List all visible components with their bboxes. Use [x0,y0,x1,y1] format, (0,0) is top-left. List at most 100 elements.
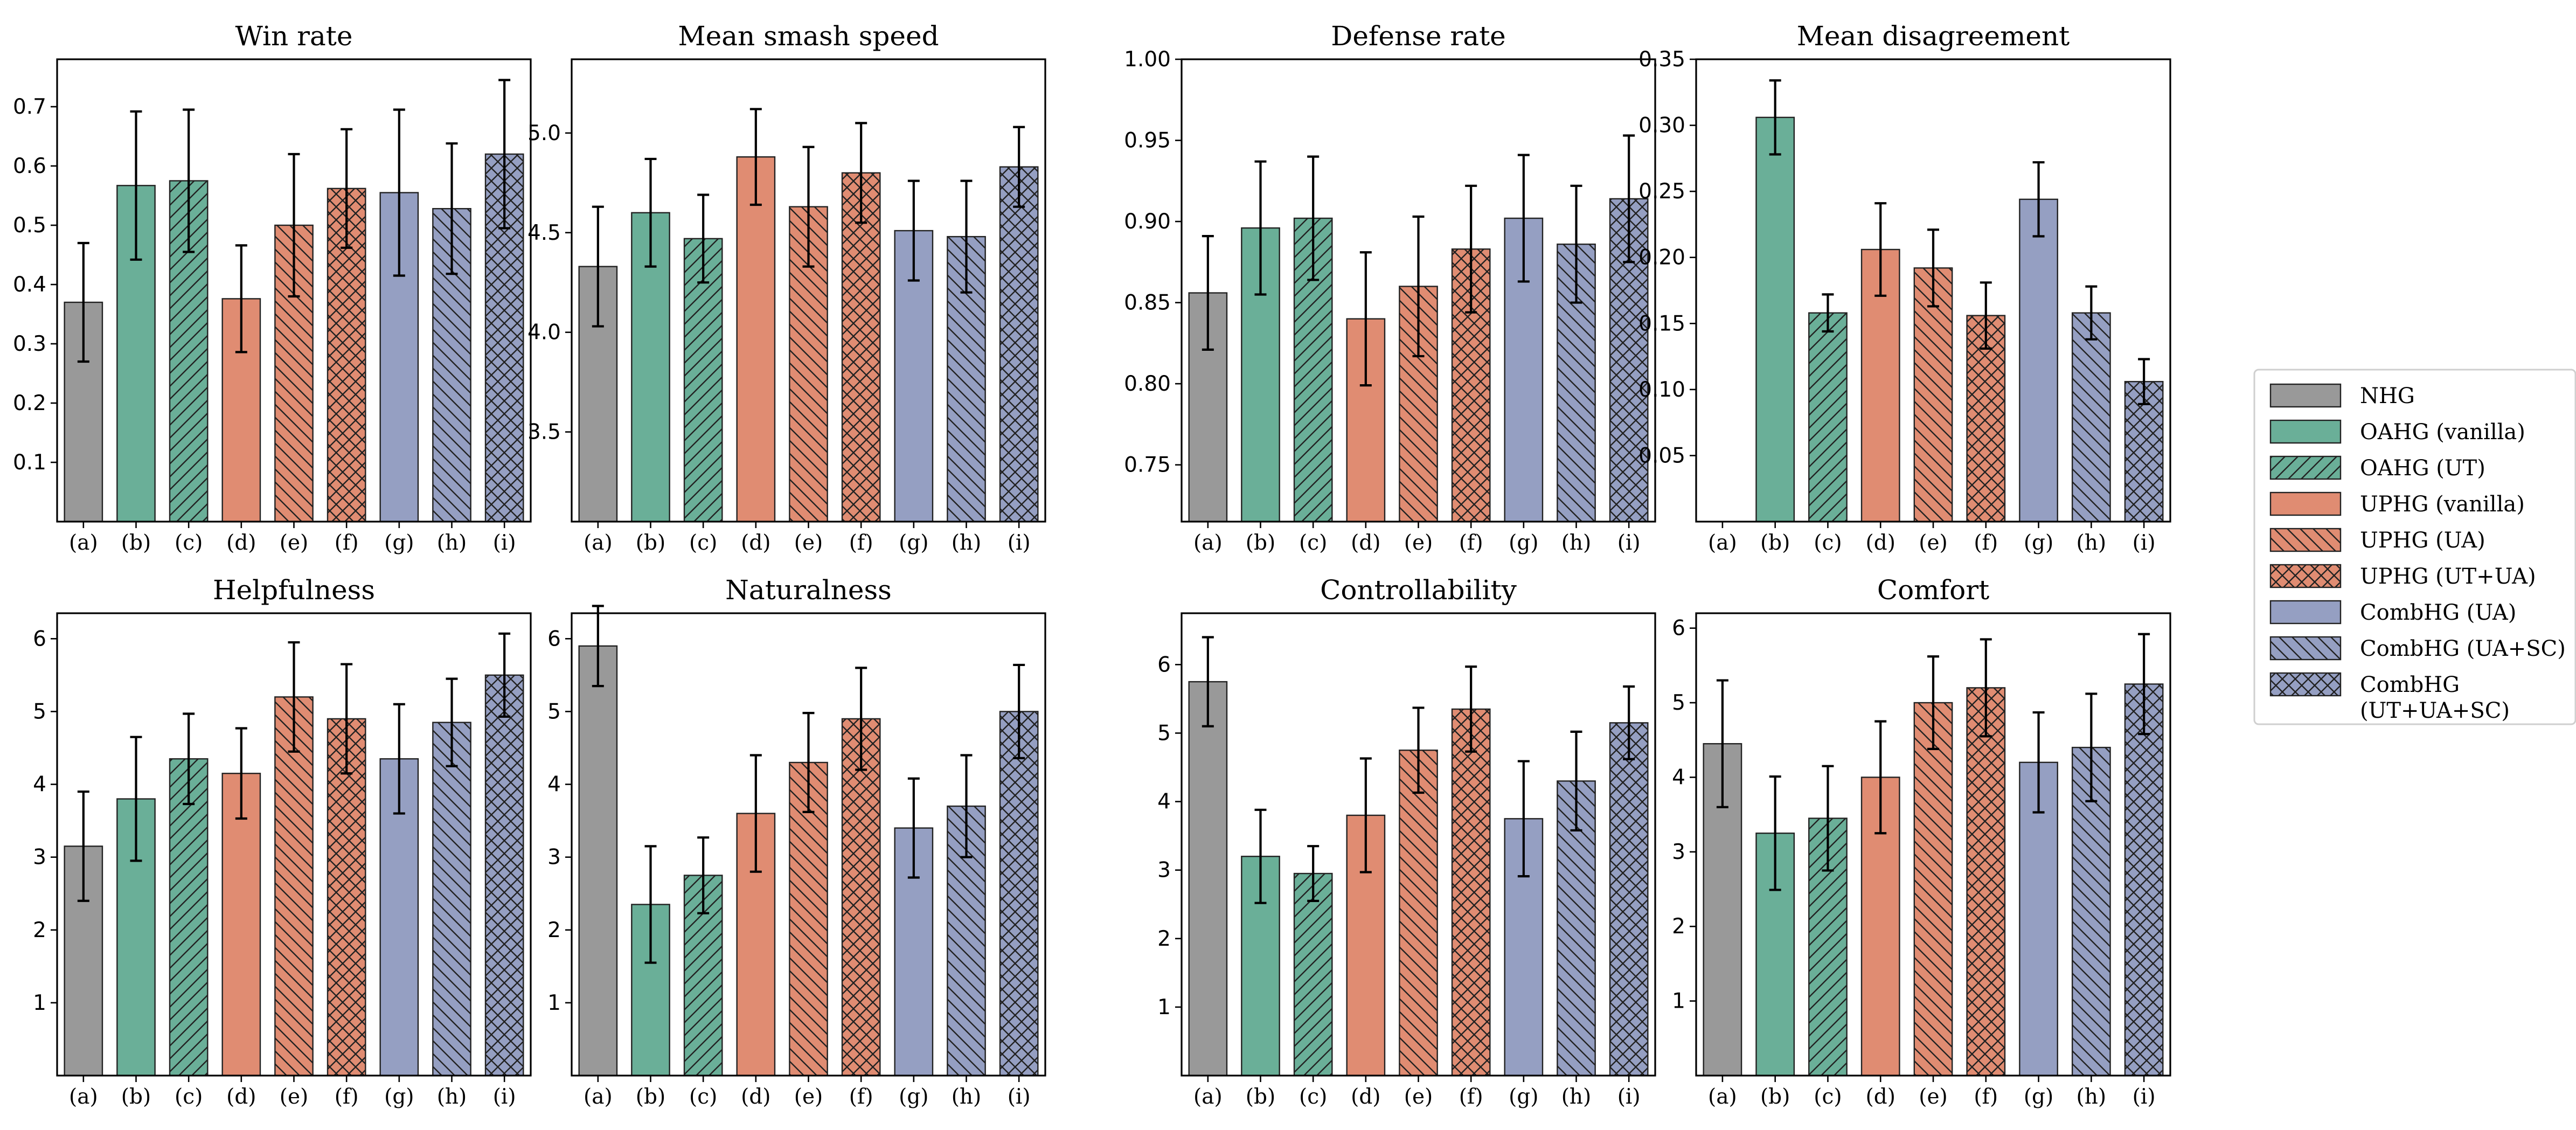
x-tick-label: (i) [2133,531,2156,555]
x-tick-label: (i) [1008,531,1031,555]
y-tick-label: 0.15 [1638,311,1685,336]
x-tick-label: (d) [226,531,256,555]
y-tick-label: 0.6 [13,154,46,178]
legend-label: NHG [2360,384,2415,408]
x-tick-label: (i) [2133,1085,2156,1109]
x-tick-label: (a) [1193,1085,1223,1109]
legend-swatch-outline [2269,600,2342,625]
bar-hatch [328,718,366,1076]
y-tick-label: 0.75 [1124,453,1171,477]
y-tick-label: 2 [547,918,561,942]
chart-panel: Controllability (a) (b) (c) (d) (e) (f) (g) (h) (… [1157,574,1656,1109]
x-tick-label: (f) [1459,531,1483,555]
y-tick-label: 0.25 [1638,179,1685,204]
x-tick-label: (d) [1351,1085,1380,1109]
x-tick-label: (d) [1866,531,1895,555]
y-tick-label: 5.0 [527,121,561,145]
y-tick-label: 4.5 [527,221,561,245]
legend-swatch-outline [2269,636,2342,661]
y-tick-label: 6 [547,627,561,651]
legend-label: OAHG (vanilla) [2360,420,2525,445]
legend-swatch-hatch [2271,637,2341,660]
x-tick-label: (d) [741,1085,770,1109]
y-tick-label: 5 [1672,691,1685,715]
bar-hatch [1452,709,1490,1076]
legend-swatch-outline [2269,419,2342,444]
x-tick-label: (c) [175,1085,203,1109]
y-tick-label: 0.90 [1124,210,1171,234]
x-tick-label: (h) [437,1085,467,1109]
bar-hatch [789,762,828,1076]
legend-item: UPHG (vanilla) [2269,491,2525,517]
y-tick-label: 0.2 [13,391,46,415]
legend-item: OAHG (UT) [2269,455,2485,481]
y-tick-label: 3 [1157,858,1171,883]
bar-hatch [1610,723,1648,1076]
x-tick-label: (g) [899,1085,928,1109]
x-tick-label: (i) [1617,531,1641,555]
x-tick-label: (c) [689,531,717,555]
y-tick-label: 0.7 [13,95,46,119]
bar-hatch [2072,313,2110,522]
legend-swatch-outline [2269,491,2342,516]
x-tick-label: (e) [794,1085,823,1109]
y-tick-label: 6 [1672,616,1685,641]
x-tick-label: (c) [1299,531,1327,555]
x-tick-label: (b) [121,531,151,555]
bar-hatch [1000,711,1038,1076]
bar-hatch [842,718,880,1076]
chart-panel: Mean smash speed (a) (b) (c) (d) (e) (f) (g) (h)… [527,20,1046,555]
legend-swatch-hatch [2271,529,2341,551]
legend-item: CombHG (UA) [2269,600,2516,625]
y-tick-label: 0.85 [1124,291,1171,315]
x-tick-label: (b) [1246,1085,1275,1109]
y-tick-label: 4 [1157,790,1171,814]
legend-label: UPHG (UA) [2360,528,2485,553]
legend-item: NHG [2269,383,2415,408]
x-tick-label: (b) [1246,531,1275,555]
legend-swatch-hatch [2271,456,2341,479]
x-tick-label: (h) [2077,1085,2107,1109]
legend-label: (UT+UA+SC) [2360,698,2510,723]
x-tick-label: (c) [1814,1085,1842,1109]
x-tick-label: (h) [952,1085,982,1109]
legend-label: CombHG [2360,673,2460,697]
y-tick-label: 4 [1672,765,1685,789]
chart-panel: Comfort (a) (b) (c) (d) (e) (f) (g) (h) (i) 1 2 3 4 5 6 [1672,574,2171,1109]
x-tick-label: (e) [280,531,309,555]
x-tick-label: (e) [1919,531,1948,555]
legend: NHG OAHG (vanilla) OAHG (UT) UPHG (vanilla)… [2253,369,2576,725]
legend-label: CombHG (UA+SC) [2360,636,2566,661]
y-tick-label: 5 [547,699,561,724]
x-tick-label: (d) [1351,531,1380,555]
x-tick-label: (e) [1404,531,1433,555]
y-tick-label: 6 [33,627,46,651]
legend-swatch [2271,384,2341,407]
x-tick-label: (d) [226,1085,256,1109]
bar-hatch [433,722,471,1076]
y-tick-label: 1 [547,991,561,1015]
x-tick-label: (i) [1008,1085,1031,1109]
x-tick-label: (g) [384,1085,414,1109]
x-tick-label: (c) [1299,1085,1327,1109]
y-tick-label: 3 [547,845,561,870]
x-tick-label: (a) [584,1085,613,1109]
bar-hatch [1914,703,1953,1076]
bar-hatch [1294,874,1332,1076]
x-tick-label: (g) [2024,531,2053,555]
chart-title: Controllability [1320,574,1517,606]
legend-item: UPHG (UA) [2269,528,2485,553]
axes-frame [56,58,532,523]
x-tick-label: (f) [335,1085,359,1109]
legend-swatch-outline [2269,528,2342,552]
bar [1756,117,1794,522]
y-tick-label: 5 [1157,721,1171,745]
x-tick-label: (f) [1459,1085,1483,1109]
bar-hatch [1914,268,1953,522]
legend-label: CombHG (UA) [2360,600,2516,625]
x-tick-label: (a) [1708,531,1737,555]
y-tick-label: 2 [33,918,46,942]
legend-swatch-hatch [2271,565,2341,587]
x-tick-label: (d) [1866,1085,1895,1109]
axes-frame [1181,58,1656,523]
